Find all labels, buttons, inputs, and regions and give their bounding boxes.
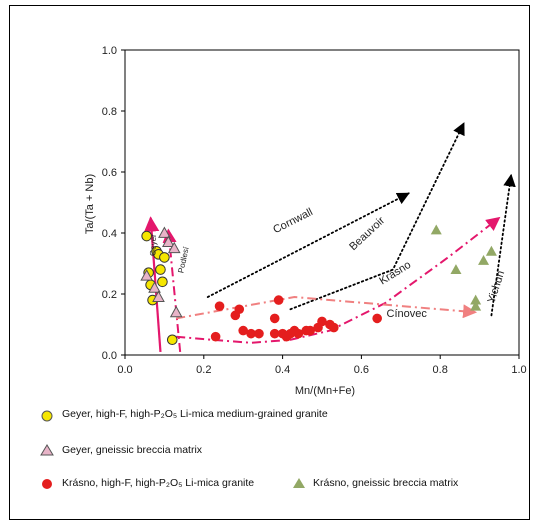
point-series-0 bbox=[159, 252, 170, 263]
y-tick-label: 0.2 bbox=[102, 289, 117, 301]
point-series-2 bbox=[293, 328, 304, 339]
legend-geyer-granite: Geyer, high-F, high-P₂O₅ Li-mica medium-… bbox=[62, 408, 328, 420]
plot-area bbox=[124, 49, 520, 356]
x-tick-label: 0.4 bbox=[275, 364, 290, 376]
point-series-2 bbox=[317, 316, 327, 327]
point-series-2 bbox=[329, 322, 339, 333]
point-series-2 bbox=[238, 325, 248, 336]
y-tick-label: 0.4 bbox=[102, 228, 117, 240]
trend-labels: Cornwall BeauvoirYichunKrásnoPodlesíGeyer… bbox=[148, 206, 507, 320]
point-series-1 bbox=[148, 281, 161, 293]
legend-marker-geyer-granite bbox=[41, 410, 53, 422]
legend-marker-geyer-breccia bbox=[40, 444, 54, 456]
point-series-1 bbox=[140, 269, 154, 281]
point-series-2 bbox=[234, 304, 245, 315]
point-series-1 bbox=[152, 290, 165, 302]
legend-marker-krasno-breccia bbox=[293, 478, 305, 488]
point-series-1 bbox=[161, 235, 175, 248]
legend-marker-krasno-granite bbox=[42, 479, 52, 489]
point-series-2 bbox=[246, 328, 256, 339]
data-points bbox=[140, 224, 497, 346]
point-series-0 bbox=[166, 334, 178, 346]
legend-krasno-granite: Krásno, high-F, high-P₂O₅ Li-mica granit… bbox=[62, 477, 255, 489]
trend-label: Beauvoir bbox=[347, 214, 387, 253]
point-series-3 bbox=[470, 300, 482, 311]
point-series-2 bbox=[269, 313, 280, 324]
trend-label: Yichun bbox=[486, 269, 508, 304]
trend-cinovec bbox=[176, 296, 478, 320]
point-series-0 bbox=[157, 276, 168, 288]
point-series-2 bbox=[269, 328, 280, 339]
point-series-2 bbox=[273, 295, 284, 305]
point-series-0 bbox=[155, 264, 166, 275]
y-tick-label: 0.8 bbox=[102, 106, 117, 118]
point-series-3 bbox=[485, 245, 497, 256]
trend-lines bbox=[143, 122, 516, 353]
y-tick-label: 1.0 bbox=[102, 45, 117, 57]
point-series-1 bbox=[158, 226, 171, 238]
point-series-2 bbox=[254, 328, 264, 339]
point-series-3 bbox=[470, 294, 482, 305]
x-tick-label: 0.6 bbox=[354, 364, 369, 376]
trend-beauvoir bbox=[289, 122, 465, 311]
y-tick-label: 0.0 bbox=[102, 350, 117, 362]
x-tick-label: 1.0 bbox=[511, 364, 526, 376]
point-series-3 bbox=[430, 224, 442, 235]
point-series-2 bbox=[372, 313, 382, 324]
legend-geyer-breccia: Geyer, gneissic breccia matrix bbox=[62, 444, 203, 456]
trend-krasno bbox=[176, 216, 501, 344]
figure-frame bbox=[9, 5, 530, 520]
trend-label: Geyer bbox=[148, 234, 158, 256]
trend-cornwall bbox=[206, 192, 410, 298]
trend-label: Podlesí bbox=[176, 245, 191, 274]
y-axis-title: Ta/(Ta + Nb) bbox=[84, 174, 96, 234]
point-series-2 bbox=[305, 325, 315, 336]
point-series-3 bbox=[478, 254, 490, 265]
point-series-1 bbox=[169, 305, 183, 318]
x-axis-title: Mn/(Mn+Fe) bbox=[295, 385, 355, 397]
axis-ticks: 0.0 0.2 0.4 0.6 0.8 1.0 0.0 0.2 0.4 0.6 0.8 1.0 bbox=[102, 45, 527, 376]
trend-label: Cínovec bbox=[387, 308, 428, 320]
point-series-2 bbox=[210, 331, 221, 342]
point-series-1 bbox=[167, 241, 181, 254]
x-tick-label: 0.2 bbox=[196, 364, 211, 376]
x-tick-label: 0.8 bbox=[433, 364, 448, 376]
y-tick-label: 0.6 bbox=[102, 167, 117, 179]
point-series-2 bbox=[214, 301, 225, 312]
point-series-3 bbox=[450, 264, 462, 274]
x-tick-label: 0.0 bbox=[117, 364, 132, 376]
trend-yichun bbox=[490, 173, 516, 317]
point-series-0 bbox=[141, 230, 152, 242]
legend-krasno-breccia: Krásno, gneissic breccia matrix bbox=[313, 477, 459, 489]
trend-label: Cornwall bbox=[271, 206, 315, 236]
